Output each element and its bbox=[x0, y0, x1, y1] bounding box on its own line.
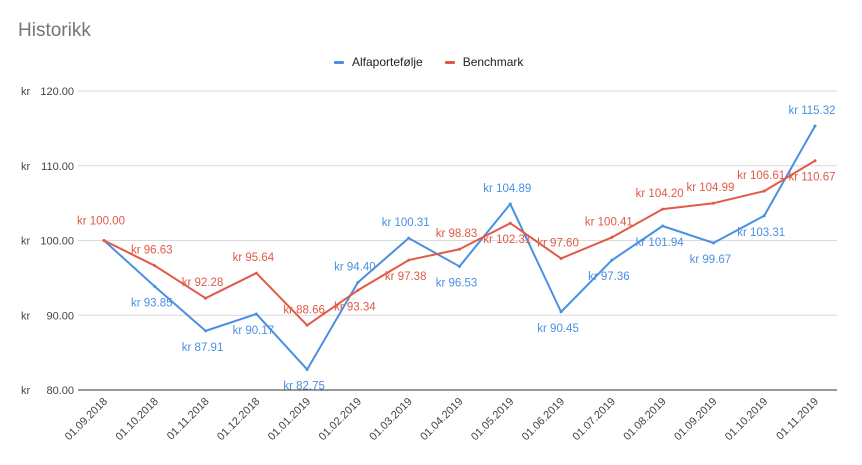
data-point bbox=[661, 207, 665, 211]
data-point bbox=[305, 323, 309, 327]
data-point bbox=[508, 202, 512, 206]
data-label: kr 95.64 bbox=[233, 252, 275, 264]
data-label: kr 96.63 bbox=[131, 245, 173, 257]
data-label: kr 88.66 bbox=[283, 304, 325, 316]
data-point bbox=[254, 271, 258, 275]
data-label: kr 96.53 bbox=[436, 277, 478, 289]
data-label: kr 97.36 bbox=[588, 271, 630, 283]
x-tick-label: 01.07.2019 bbox=[571, 396, 618, 443]
data-point bbox=[711, 201, 715, 205]
data-point bbox=[508, 221, 512, 225]
data-label: kr 93.85 bbox=[131, 297, 173, 309]
data-point bbox=[458, 247, 461, 251]
y-tick-prefix: kr bbox=[21, 310, 31, 322]
data-label: kr 104.99 bbox=[686, 182, 734, 194]
legend-item-benchmark[interactable]: Benchmark bbox=[444, 55, 524, 69]
x-tick-label: 01.03.2019 bbox=[367, 396, 414, 443]
data-label: kr 87.91 bbox=[182, 342, 224, 354]
data-point bbox=[153, 284, 157, 288]
legend: Alfaportefølje Benchmark bbox=[334, 55, 545, 69]
data-label: kr 97.38 bbox=[385, 271, 427, 283]
data-label: kr 115.32 bbox=[788, 105, 835, 117]
x-tick-label: 01.01.2019 bbox=[266, 396, 313, 443]
legend-item-alfaportefolje[interactable]: Alfaportefølje bbox=[334, 55, 423, 69]
y-tick-value: 90.00 bbox=[46, 310, 74, 322]
data-point bbox=[407, 258, 411, 262]
data-label: kr 90.17 bbox=[233, 325, 275, 337]
data-label: kr 104.20 bbox=[636, 188, 684, 200]
data-point bbox=[102, 239, 106, 242]
data-point bbox=[559, 310, 563, 314]
legend-label-alfaportefolje: Alfaportefølje bbox=[352, 55, 423, 69]
data-label: kr 92.28 bbox=[182, 277, 224, 289]
data-point bbox=[356, 288, 360, 292]
x-tick-label: 01.08.2019 bbox=[621, 396, 668, 443]
data-point bbox=[610, 258, 614, 262]
y-tick-value: 100.00 bbox=[40, 236, 74, 248]
data-label: kr 102.31 bbox=[483, 234, 531, 246]
data-point bbox=[153, 264, 157, 268]
data-point bbox=[559, 256, 563, 260]
data-label: kr 90.45 bbox=[537, 323, 579, 335]
data-point bbox=[762, 214, 766, 218]
data-point bbox=[813, 124, 817, 128]
data-label: kr 100.41 bbox=[585, 216, 633, 228]
data-point bbox=[254, 312, 258, 316]
y-tick-prefix: kr bbox=[21, 385, 31, 397]
data-label: kr 106.61 bbox=[737, 170, 785, 182]
chart-title: Historikk bbox=[18, 20, 91, 41]
y-tick-value: 110.00 bbox=[41, 161, 74, 173]
data-point bbox=[813, 159, 817, 163]
data-label: kr 82.75 bbox=[283, 380, 325, 392]
x-tick-label: 01.11.2018 bbox=[165, 396, 212, 443]
data-label: kr 103.31 bbox=[737, 227, 785, 239]
series-line-alfaportefolje bbox=[103, 125, 816, 371]
data-point bbox=[407, 236, 411, 240]
legend-label-benchmark: Benchmark bbox=[462, 55, 524, 69]
x-tick-label: 01.02.2019 bbox=[317, 396, 364, 443]
x-tick-label: 01.11.2019 bbox=[774, 396, 821, 443]
data-point bbox=[305, 367, 309, 371]
data-label: kr 99.67 bbox=[690, 254, 732, 266]
x-tick-label: 01.10.2019 bbox=[723, 396, 770, 443]
x-tick-label: 01.04.2019 bbox=[418, 396, 465, 443]
data-label: kr 104.89 bbox=[483, 183, 531, 195]
data-point bbox=[661, 224, 665, 228]
data-label: kr 94.40 bbox=[334, 261, 376, 273]
legend-swatch-alfaportefolje bbox=[334, 60, 344, 64]
y-tick-prefix: kr bbox=[21, 161, 31, 173]
data-point bbox=[204, 329, 208, 333]
data-point bbox=[458, 264, 461, 268]
data-point bbox=[610, 235, 614, 239]
data-label: kr 100.00 bbox=[77, 216, 125, 228]
data-label: kr 98.83 bbox=[436, 228, 478, 240]
data-label: kr 110.67 bbox=[788, 172, 835, 184]
data-label: kr 93.34 bbox=[334, 301, 376, 313]
y-tick-value: 80.00 bbox=[46, 385, 74, 397]
data-point bbox=[204, 296, 208, 300]
x-tick-label: 01.05.2019 bbox=[469, 396, 516, 443]
data-point bbox=[356, 280, 360, 284]
y-tick-prefix: kr bbox=[21, 86, 31, 98]
y-tick-value: 120.00 bbox=[40, 86, 74, 98]
data-point bbox=[711, 241, 715, 245]
x-tick-label: 01.12.2018 bbox=[215, 396, 262, 443]
legend-swatch-benchmark bbox=[444, 60, 455, 64]
data-point bbox=[762, 189, 766, 193]
y-tick-prefix: kr bbox=[21, 236, 31, 248]
data-label: kr 101.94 bbox=[636, 237, 685, 249]
x-tick-label: 01.09.2018 bbox=[63, 396, 110, 443]
data-label: kr 100.31 bbox=[382, 217, 430, 229]
data-label: kr 97.60 bbox=[537, 237, 579, 249]
x-tick-label: 01.06.2019 bbox=[520, 396, 567, 443]
x-tick-label: 01.09.2019 bbox=[672, 396, 719, 443]
x-tick-label: 01.10.2018 bbox=[113, 396, 160, 443]
